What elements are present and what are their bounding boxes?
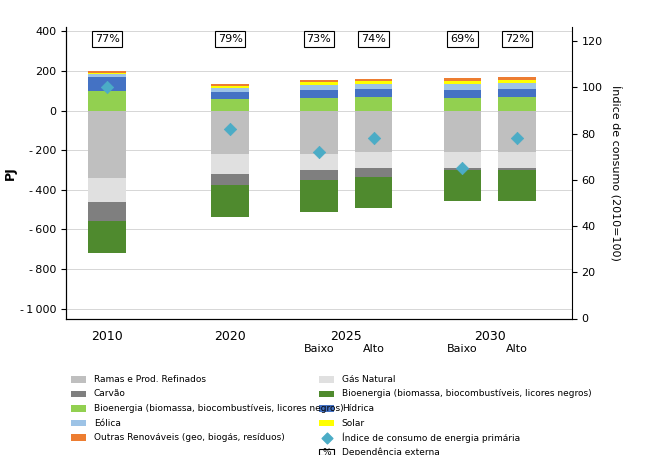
- Point: [368, 135, 379, 142]
- Text: Baixo: Baixo: [447, 344, 478, 354]
- Bar: [444, 152, 481, 168]
- Point: [102, 84, 112, 91]
- Bar: [212, 91, 249, 99]
- Bar: [444, 84, 481, 90]
- Text: 2010: 2010: [91, 330, 123, 344]
- Bar: [498, 168, 536, 170]
- FancyBboxPatch shape: [71, 376, 87, 383]
- FancyBboxPatch shape: [319, 405, 334, 412]
- Text: Bioenergia (biomassa, biocombustíveis, licores negros): Bioenergia (biomassa, biocombustíveis, l…: [94, 404, 344, 413]
- Bar: [212, 111, 249, 154]
- Bar: [300, 111, 338, 154]
- Text: Bioenergia (biomassa, biocombustíveis, licores negros): Bioenergia (biomassa, biocombustíveis, l…: [342, 389, 592, 399]
- Bar: [212, 86, 249, 88]
- Bar: [498, 83, 536, 89]
- FancyBboxPatch shape: [319, 449, 334, 455]
- Bar: [355, 96, 393, 111]
- FancyBboxPatch shape: [319, 420, 334, 426]
- Bar: [89, 77, 126, 91]
- Y-axis label: Índice de consumo (2010=100): Índice de consumo (2010=100): [611, 85, 622, 261]
- Bar: [498, 80, 536, 83]
- Bar: [89, 111, 126, 178]
- Text: Eólica: Eólica: [94, 419, 121, 428]
- Bar: [300, 85, 338, 90]
- Bar: [498, 96, 536, 111]
- Bar: [89, 71, 126, 73]
- Bar: [498, 77, 536, 80]
- Bar: [89, 73, 126, 74]
- Text: 73%: 73%: [307, 34, 331, 44]
- Bar: [444, 98, 481, 111]
- Bar: [89, 74, 126, 77]
- Text: 2030: 2030: [474, 330, 506, 344]
- Point: [225, 125, 235, 132]
- Bar: [355, 79, 393, 81]
- Bar: [89, 202, 126, 222]
- Point: [512, 135, 522, 142]
- Bar: [300, 154, 338, 170]
- Text: Alto: Alto: [363, 344, 385, 354]
- Text: 2020: 2020: [214, 330, 246, 344]
- Text: Dependência externa: Dependência externa: [342, 447, 440, 455]
- Bar: [444, 111, 481, 152]
- Point: [137, 107, 147, 114]
- FancyBboxPatch shape: [71, 420, 87, 426]
- Text: Índice de consumo de energia primária: Índice de consumo de energia primária: [342, 432, 520, 443]
- Bar: [355, 81, 393, 84]
- Bar: [212, 154, 249, 174]
- Bar: [300, 180, 338, 212]
- Bar: [300, 90, 338, 98]
- FancyBboxPatch shape: [71, 435, 87, 441]
- Text: Carvão: Carvão: [94, 389, 126, 399]
- Bar: [89, 222, 126, 253]
- Bar: [444, 170, 481, 201]
- Text: 77%: 77%: [95, 34, 120, 44]
- Bar: [300, 80, 338, 82]
- Bar: [498, 170, 536, 201]
- Bar: [355, 89, 393, 96]
- FancyBboxPatch shape: [319, 391, 334, 397]
- Bar: [212, 174, 249, 185]
- Bar: [444, 81, 481, 84]
- Y-axis label: PJ: PJ: [4, 166, 17, 180]
- Bar: [355, 152, 393, 168]
- Text: Alto: Alto: [506, 344, 528, 354]
- FancyBboxPatch shape: [71, 405, 87, 412]
- Bar: [444, 90, 481, 98]
- Bar: [212, 99, 249, 111]
- FancyBboxPatch shape: [71, 391, 87, 397]
- Bar: [444, 78, 481, 81]
- Text: 2025: 2025: [330, 330, 362, 344]
- Bar: [212, 88, 249, 91]
- FancyBboxPatch shape: [319, 376, 334, 383]
- Bar: [212, 185, 249, 217]
- Text: Ramas e Prod. Refinados: Ramas e Prod. Refinados: [94, 375, 206, 384]
- Text: Baixo: Baixo: [303, 344, 334, 354]
- Bar: [498, 152, 536, 168]
- Text: 72%: 72%: [504, 34, 529, 44]
- Bar: [212, 84, 249, 86]
- Text: %: %: [322, 448, 330, 455]
- Text: 69%: 69%: [450, 34, 475, 44]
- Bar: [89, 91, 126, 111]
- Text: Gás Natural: Gás Natural: [342, 375, 395, 384]
- Bar: [89, 178, 126, 202]
- Bar: [300, 170, 338, 180]
- Bar: [300, 82, 338, 85]
- Point: [457, 165, 468, 172]
- Point: [314, 148, 325, 156]
- Bar: [498, 111, 536, 152]
- Text: 74%: 74%: [361, 34, 386, 44]
- Text: Solar: Solar: [342, 419, 365, 428]
- Bar: [355, 84, 393, 89]
- Bar: [300, 98, 338, 111]
- Bar: [355, 168, 393, 177]
- Text: 79%: 79%: [217, 34, 243, 44]
- Text: Hídrica: Hídrica: [342, 404, 373, 413]
- Bar: [444, 168, 481, 170]
- Text: Outras Renováveis (geo, biogás, resíduos): Outras Renováveis (geo, biogás, resíduos…: [94, 433, 285, 442]
- Bar: [355, 111, 393, 152]
- Bar: [498, 89, 536, 96]
- Bar: [355, 177, 393, 207]
